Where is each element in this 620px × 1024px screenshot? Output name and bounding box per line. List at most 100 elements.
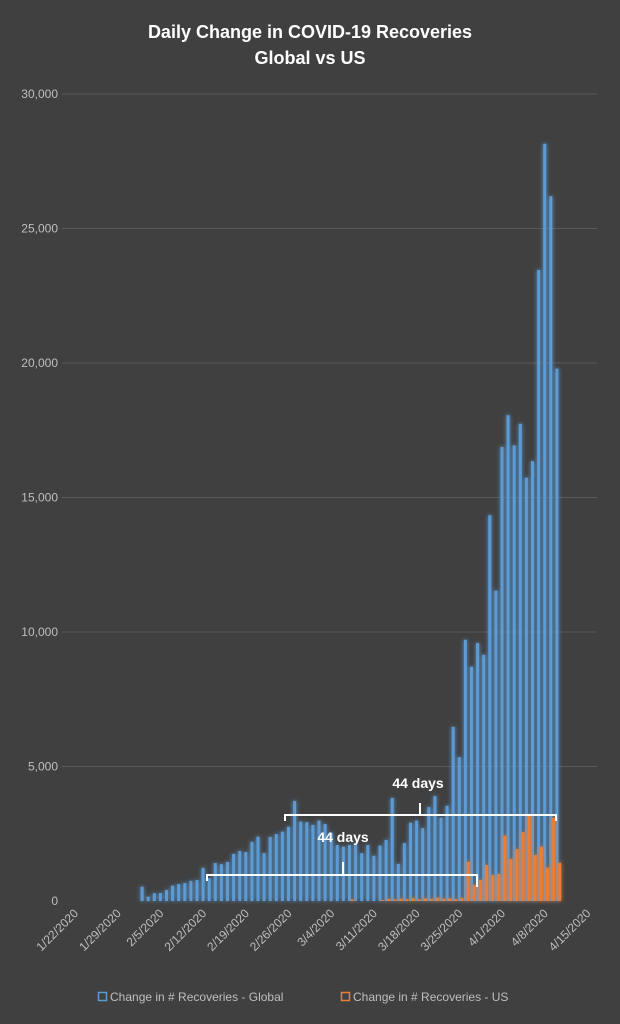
bar-us xyxy=(466,861,470,901)
bar-global xyxy=(531,461,534,901)
bar-us xyxy=(417,899,421,901)
legend-item-us[interactable]: Change in # Recoveries - US xyxy=(340,990,509,1004)
bar-us xyxy=(399,898,403,901)
chart-title: Daily Change in COVID-19 Recoveries xyxy=(148,22,472,42)
bar-us xyxy=(485,864,488,901)
bar-us xyxy=(448,898,452,901)
bar-global xyxy=(201,867,205,901)
bar-global xyxy=(232,853,236,901)
bar-us xyxy=(430,898,434,901)
bar-global xyxy=(390,797,394,901)
bar-global xyxy=(488,515,492,901)
bar-global xyxy=(183,882,187,901)
bar-global xyxy=(506,415,510,901)
bar-global xyxy=(366,845,370,901)
bar-us xyxy=(424,898,427,901)
legend-swatch-global xyxy=(97,991,108,1002)
x-tick-label: 4/8/2020 xyxy=(508,906,551,949)
legend-item-global[interactable]: Change in # Recoveries - Global xyxy=(97,990,284,1004)
bar-global xyxy=(219,864,223,901)
bar-global xyxy=(287,826,290,901)
bar-global xyxy=(354,843,358,901)
bar-global xyxy=(152,893,156,901)
bar-us xyxy=(527,815,531,901)
x-tick-label: 2/12/2020 xyxy=(162,906,210,954)
x-tick-label: 2/5/2020 xyxy=(124,906,167,949)
bar-global xyxy=(463,639,467,901)
bar-global xyxy=(293,800,297,901)
bar-global xyxy=(476,643,480,901)
y-tick-label: 20,000 xyxy=(21,356,58,370)
x-tick-label: 3/25/2020 xyxy=(418,906,466,954)
bar-global xyxy=(372,855,376,901)
bar-global xyxy=(457,757,461,901)
bar-us xyxy=(411,898,415,901)
legend-label-us: Change in # Recoveries - US xyxy=(353,990,508,1004)
bar-global xyxy=(262,853,266,901)
bar-global xyxy=(482,654,486,901)
x-tick-label: 4/1/2020 xyxy=(465,906,508,949)
bar-global xyxy=(396,863,400,901)
bar-global xyxy=(348,845,351,901)
bar-global xyxy=(439,817,443,901)
y-tick-label: 10,000 xyxy=(21,625,58,639)
bar-global xyxy=(543,143,547,901)
bar-us xyxy=(491,874,495,901)
bar-global xyxy=(494,590,498,901)
bar-global xyxy=(415,820,419,901)
bar-us xyxy=(521,832,525,901)
x-tick-label: 3/11/2020 xyxy=(333,906,380,953)
bar-us xyxy=(350,899,354,901)
bar-us xyxy=(558,862,562,901)
bar-global xyxy=(207,878,211,901)
bar-global xyxy=(421,828,425,901)
bar-global xyxy=(158,893,162,901)
x-tick-label: 2/19/2020 xyxy=(204,906,252,954)
bar-global xyxy=(549,196,553,902)
chart-subtitle: Global vs US xyxy=(254,48,365,68)
bar-global xyxy=(512,445,516,901)
y-tick-label: 25,000 xyxy=(21,222,58,236)
bar-global xyxy=(537,269,541,901)
legend: Change in # Recoveries - Global Change i… xyxy=(97,990,509,1004)
bar-global xyxy=(402,843,406,901)
annotation-label: 44 days xyxy=(317,829,369,845)
gridlines xyxy=(62,93,597,767)
bar-global xyxy=(195,880,199,901)
bar-global xyxy=(256,836,260,901)
bar-global xyxy=(311,824,315,901)
bar-global xyxy=(378,845,382,901)
bar-us xyxy=(478,880,482,901)
bar-global xyxy=(555,368,559,901)
bar-global xyxy=(470,666,473,901)
legend-label-global: Change in # Recoveries - Global xyxy=(110,990,283,1004)
bar-global xyxy=(335,845,339,901)
legend-swatch-us xyxy=(340,991,351,1002)
bar-global xyxy=(451,726,455,901)
bar-us xyxy=(533,855,537,901)
annotation-bracket-upper: 44 days xyxy=(284,775,557,821)
bar-us xyxy=(381,899,385,901)
x-tick-label: 2/26/2020 xyxy=(247,906,295,954)
bar-global xyxy=(299,821,303,901)
bar-global xyxy=(518,423,522,901)
x-tick-label: 3/4/2020 xyxy=(294,906,337,949)
us-series-bars xyxy=(350,815,562,901)
bar-global xyxy=(427,807,431,901)
bar-global xyxy=(433,796,437,901)
annotation-label: 44 days xyxy=(392,775,444,791)
bar-us xyxy=(460,898,464,901)
bar-us xyxy=(509,859,513,901)
global-series-bars xyxy=(140,143,559,902)
bar-global xyxy=(305,822,309,901)
bar-global xyxy=(500,446,504,901)
bar-global xyxy=(171,885,175,901)
bar-us xyxy=(546,867,549,901)
bar-global xyxy=(244,852,248,901)
bar-us xyxy=(552,817,556,901)
bar-global xyxy=(226,861,229,901)
bar-global xyxy=(213,863,217,901)
y-tick-label: 15,000 xyxy=(21,491,58,505)
